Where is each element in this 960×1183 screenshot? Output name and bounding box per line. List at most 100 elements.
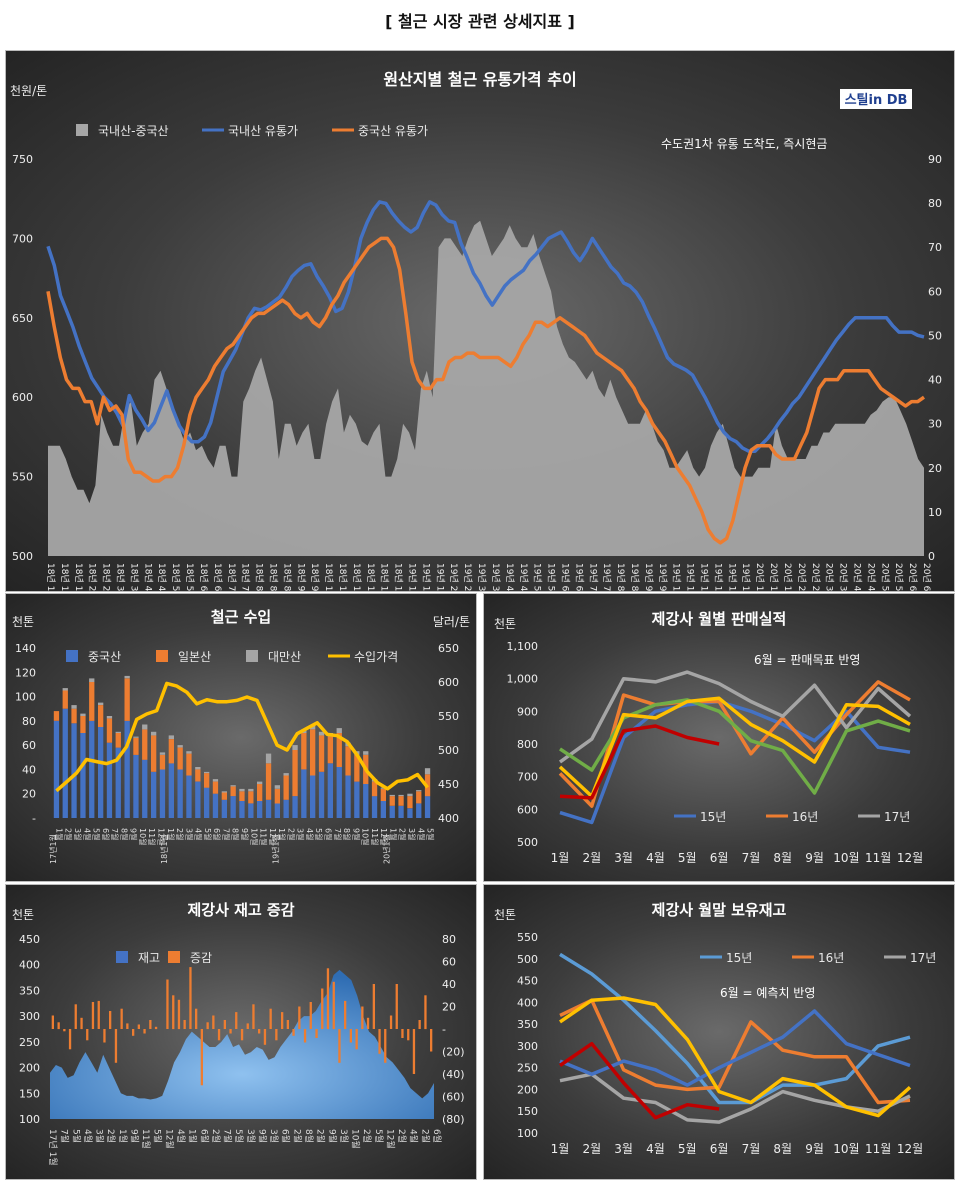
bar-japan bbox=[53, 711, 60, 721]
bar-change bbox=[389, 1015, 393, 1029]
inventory-chart: 제강사 재고 증감 천톤 100 150 200 250 300 350 400 450 (80) (… bbox=[12, 901, 465, 1166]
x-tick-label: 18년 8-5주 bbox=[281, 563, 292, 591]
bar-change bbox=[395, 984, 398, 1029]
bar-change bbox=[332, 981, 335, 1030]
x-tick-label: 3월 bbox=[407, 828, 417, 840]
x-tick-label: 3월 bbox=[614, 851, 633, 865]
bar-taiwan bbox=[62, 688, 68, 691]
bar-change bbox=[132, 1029, 135, 1036]
x-tick-label: 20년 3-4주 bbox=[838, 563, 849, 591]
y-tick-label: 600 bbox=[517, 803, 538, 816]
bar-taiwan bbox=[398, 794, 404, 797]
bar-change bbox=[91, 1002, 95, 1029]
legend-label: 17년 bbox=[910, 951, 936, 965]
x-tick-label: 6월 bbox=[280, 1129, 292, 1143]
x-tick-label: 19년 9-1주 bbox=[643, 563, 654, 591]
x-tick-label: 20년 1-5주 bbox=[782, 563, 793, 591]
chart-title: 제강사 월말 보유재고 bbox=[652, 901, 787, 919]
x-tick-label: 4월 bbox=[305, 828, 315, 840]
bar-taiwan bbox=[265, 753, 272, 764]
bar-japan bbox=[168, 739, 174, 764]
x-tick-label: 3월 bbox=[614, 1142, 633, 1156]
x-tick-label: 18년 10-2주 bbox=[323, 563, 334, 591]
bar-change bbox=[366, 1017, 370, 1030]
x-tick-label: 18년 11-2주 bbox=[351, 563, 362, 591]
legend-swatch bbox=[66, 650, 78, 662]
x-tick-label: 20년 2-4주 bbox=[810, 563, 821, 591]
legend-swatch bbox=[76, 124, 88, 136]
bar-japan bbox=[257, 784, 263, 801]
chart-note: 6월 = 판매목표 반영 bbox=[754, 653, 860, 667]
series-line bbox=[559, 1009, 911, 1087]
bar-china bbox=[354, 781, 360, 818]
x-tick-label: 4월 bbox=[175, 1129, 187, 1143]
bar-china bbox=[159, 769, 166, 818]
bar-change bbox=[401, 1029, 404, 1038]
y2-tick-label: 20 bbox=[928, 462, 942, 475]
x-tick-label: 3월 bbox=[73, 828, 83, 840]
series-line bbox=[559, 998, 911, 1105]
legend-label: 중국산 유통가 bbox=[358, 124, 428, 138]
bar-change bbox=[183, 1020, 186, 1029]
bar-japan bbox=[71, 708, 77, 724]
bar-change bbox=[378, 1029, 381, 1054]
legend-swatch bbox=[246, 650, 258, 662]
bar-china bbox=[301, 769, 307, 818]
x-tick-label: 7월 bbox=[59, 1129, 71, 1143]
bar-china bbox=[389, 805, 395, 818]
bar-japan bbox=[283, 775, 289, 800]
bar-change bbox=[361, 1006, 364, 1029]
x-tick-label: 19년 11-1주 bbox=[699, 563, 710, 591]
x-tick-label: 20년 2-2주 bbox=[796, 563, 807, 591]
legend-label: 증감 bbox=[190, 951, 212, 965]
x-tick-label: 19년 2-2주 bbox=[448, 563, 459, 591]
x-tick-label: 11월 bbox=[259, 828, 269, 846]
x-tick-label: 4월 bbox=[82, 1129, 94, 1143]
x-tick-label: 5월 bbox=[678, 851, 697, 865]
legend-swatch bbox=[116, 951, 128, 963]
x-tick-label: 10월 bbox=[833, 1142, 859, 1156]
x-tick-label: 4월 bbox=[646, 1142, 665, 1156]
bar-japan bbox=[159, 754, 166, 770]
y-tick-label: 100 bbox=[15, 691, 36, 704]
sales-chart: 제강사 월별 판매실적 천톤 500 600 700 800 900 1,000 1,100 1월… bbox=[494, 610, 923, 865]
year-label: 17년1월 bbox=[48, 834, 58, 864]
y-tick-label: 120 bbox=[15, 666, 36, 679]
x-tick-label: 20년 6-3주 bbox=[921, 563, 932, 591]
x-tick-label: 20년 1-1주 bbox=[754, 563, 765, 591]
y-tick-label: 800 bbox=[517, 738, 538, 751]
y2-tick-label: 10 bbox=[928, 506, 942, 519]
x-tick-label: 19년 8-1주 bbox=[615, 563, 626, 591]
bar-change bbox=[177, 999, 181, 1030]
bar-change bbox=[258, 1029, 261, 1034]
x-tick-label: 5월 bbox=[92, 828, 102, 840]
bar-china bbox=[380, 801, 386, 818]
y2-tick-label: 50 bbox=[928, 329, 942, 342]
x-tick-label: 5월 bbox=[203, 828, 213, 840]
bar-change bbox=[212, 1015, 215, 1029]
x-tick-label: 2월 bbox=[398, 828, 408, 840]
bar-japan bbox=[151, 735, 157, 772]
series-line bbox=[559, 699, 911, 825]
x-tick-label: 9월 bbox=[351, 828, 361, 840]
bar-taiwan bbox=[124, 675, 130, 679]
x-tick-label: 10월 bbox=[833, 851, 859, 865]
legend-label: 대만산 bbox=[268, 650, 301, 664]
x-tick-label: 1월 bbox=[551, 1142, 570, 1156]
x-tick-label: 5월 bbox=[152, 1129, 164, 1143]
y-tick-label: 450 bbox=[517, 975, 538, 988]
bar-japan bbox=[265, 763, 272, 800]
bar-japan bbox=[389, 796, 395, 806]
x-tick-label: 10월 bbox=[138, 828, 148, 846]
y2-tick-label: (80) bbox=[442, 1113, 465, 1126]
bar-change bbox=[338, 1029, 341, 1063]
bar-change bbox=[321, 988, 324, 1029]
bar-taiwan bbox=[159, 752, 166, 755]
x-tick-label: 18년 3-2주 bbox=[115, 563, 126, 591]
bar-change bbox=[412, 1029, 416, 1074]
y-tick-label: 350 bbox=[19, 984, 40, 997]
chart-title: 제강사 재고 증감 bbox=[187, 901, 294, 919]
x-tick-label: 9월 bbox=[129, 828, 139, 840]
bar-china bbox=[221, 799, 227, 818]
bar-change bbox=[51, 1015, 54, 1029]
